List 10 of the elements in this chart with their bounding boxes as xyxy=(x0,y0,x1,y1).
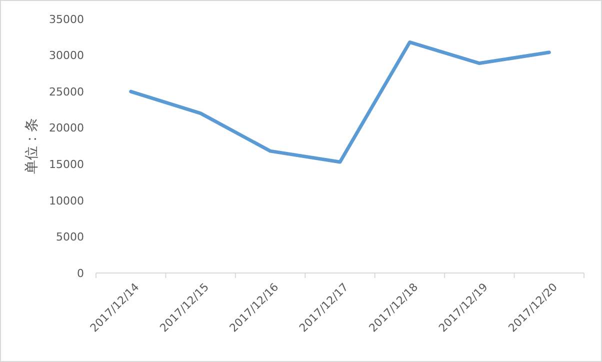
y-tick-label: 30000 xyxy=(49,49,84,62)
line-series xyxy=(129,40,551,164)
y-tick-label: 20000 xyxy=(49,122,84,135)
y-tick-label: 5000 xyxy=(56,230,84,244)
y-tick-label: 10000 xyxy=(49,194,84,208)
y-tick-label: 0 xyxy=(77,266,84,280)
y-tick-label: 15000 xyxy=(49,158,84,171)
y-tick-label: 25000 xyxy=(49,85,84,98)
y-tick-label: 35000 xyxy=(49,12,84,26)
y-axis-title: 单位：条 xyxy=(24,118,40,174)
